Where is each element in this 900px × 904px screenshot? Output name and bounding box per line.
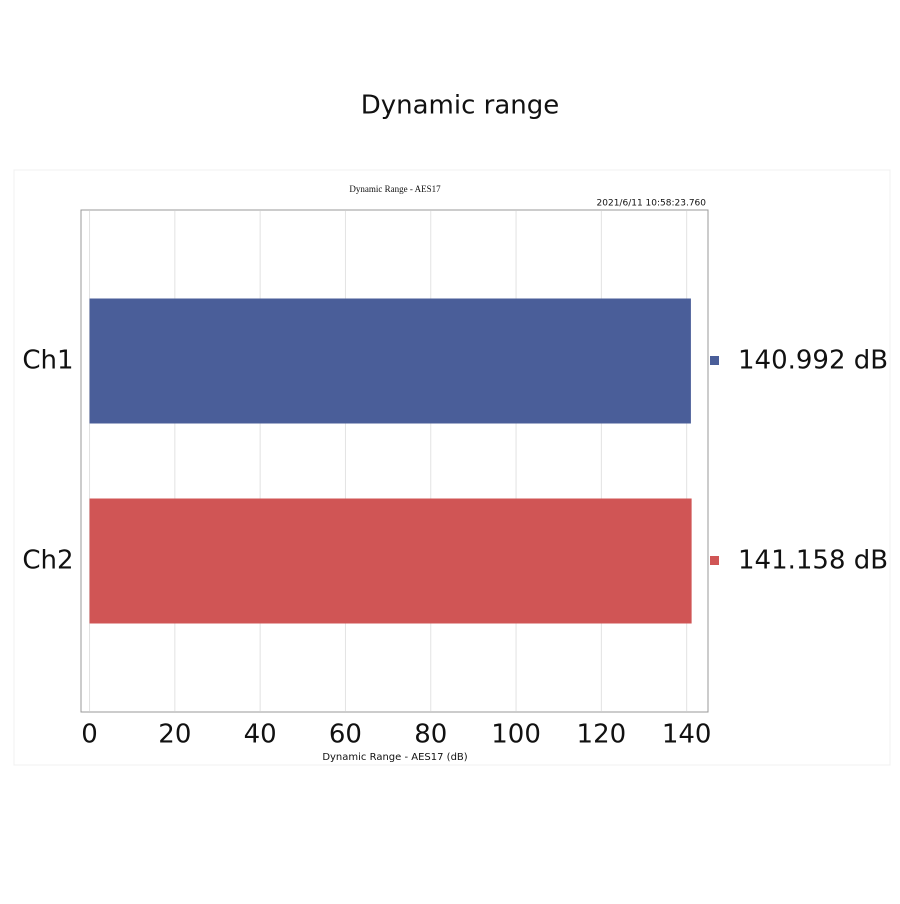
bar <box>89 498 692 624</box>
x-tick-label: 40 <box>244 720 277 750</box>
y-tick-label: Ch1 <box>22 346 73 376</box>
x-tick-label: 0 <box>81 720 98 750</box>
legend-marker <box>710 556 719 565</box>
x-tick-label: 100 <box>491 720 541 750</box>
x-tick-label: 80 <box>414 720 447 750</box>
y-tick-label: Ch2 <box>22 546 73 576</box>
legend-marker <box>710 356 719 365</box>
x-tick-label: 140 <box>662 720 712 750</box>
value-label: 141.158 dB <box>738 546 888 576</box>
value-label: 140.992 dB <box>738 346 888 376</box>
timestamp: 2021/6/11 10:58:23.760 <box>597 199 707 209</box>
chart-subtitle: Dynamic Range - AES17 <box>349 184 441 194</box>
x-axis-label: Dynamic Range - AES17 (dB) <box>322 752 467 763</box>
x-tick-label: 60 <box>329 720 362 750</box>
x-tick-label: 20 <box>158 720 191 750</box>
x-tick-label: 120 <box>577 720 627 750</box>
page-title: Dynamic range <box>361 91 560 121</box>
plot-area <box>80 209 709 713</box>
bar <box>89 298 691 424</box>
